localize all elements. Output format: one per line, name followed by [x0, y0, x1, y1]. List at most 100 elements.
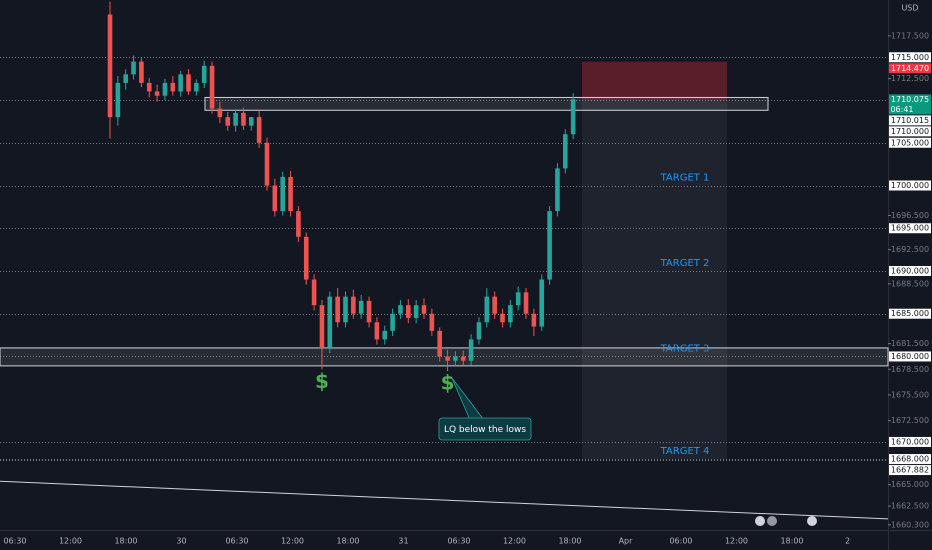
price-label: 1670.000	[891, 437, 929, 446]
candle-body	[280, 176, 285, 212]
candle-body	[107, 14, 113, 118]
trendline	[0, 480, 889, 520]
y-tick-label: 1675.500	[891, 390, 929, 399]
price-label-box	[889, 454, 931, 465]
icon[interactable]	[755, 516, 765, 526]
icon[interactable]	[807, 516, 817, 526]
target-zone	[582, 99, 727, 460]
candle-body	[217, 108, 223, 118]
candle-body	[154, 91, 160, 96]
x-tick-label: 12:00	[503, 537, 526, 546]
candle-body	[547, 211, 552, 280]
candle-body	[508, 305, 513, 323]
countdown-label: 06:41	[890, 105, 913, 114]
candle-body	[539, 279, 545, 327]
y-tick-label: 1662.500	[891, 502, 929, 511]
price-label: 1715.000	[891, 53, 929, 62]
x-tick-label: 30	[176, 537, 186, 546]
candle-body	[264, 142, 270, 186]
candle-body	[209, 65, 215, 109]
x-tick-label: 18:00	[558, 537, 581, 546]
candle-body	[398, 305, 403, 314]
y-tick-label: 1665.000	[891, 480, 929, 489]
candle-body	[351, 296, 356, 314]
price-label: 1695.000	[891, 224, 929, 233]
candle-body	[303, 236, 309, 280]
x-tick-label: 18:00	[114, 537, 137, 546]
icon[interactable]	[767, 516, 777, 526]
candle-body	[194, 82, 199, 92]
candle-body	[170, 82, 176, 92]
candle-body	[374, 322, 380, 340]
candle-body	[484, 296, 490, 323]
x-tick-label: 12:00	[281, 537, 304, 546]
candle-body	[327, 296, 333, 348]
candle-body	[178, 74, 183, 92]
lows-marker: $	[315, 369, 329, 393]
candle-body	[256, 117, 262, 143]
candle-body	[382, 330, 388, 340]
candle-body	[311, 279, 317, 306]
price-label: 1714.470	[891, 64, 929, 73]
candle-body	[335, 296, 340, 323]
price-label: 1710.000	[891, 127, 929, 136]
candle-body	[413, 305, 419, 318]
candle-body	[115, 82, 121, 118]
price-label-box	[889, 137, 931, 148]
candle-body	[225, 117, 231, 126]
candle-body	[343, 296, 348, 323]
candle-body	[468, 339, 474, 361]
y-tick-label: 1688.500	[891, 279, 929, 288]
candle-body	[429, 313, 435, 331]
target-label: TARGET 3	[660, 343, 710, 354]
price-label-box	[889, 115, 931, 126]
candle-body	[186, 74, 191, 92]
price-label: 1705.000	[891, 138, 929, 147]
zone-box	[0, 347, 889, 367]
candle-body	[241, 112, 246, 126]
candle-body	[139, 61, 144, 83]
note-text: LQ below the lows	[444, 425, 526, 435]
candle-body	[476, 322, 482, 340]
y-tick-label: 1681.500	[891, 339, 929, 348]
candle-body	[162, 82, 168, 96]
price-label-box	[889, 63, 931, 74]
x-tick-label: Apr	[619, 537, 634, 546]
candle-body	[445, 356, 450, 361]
price-label: 1680.000	[891, 352, 929, 361]
x-tick-label: 2	[845, 537, 850, 546]
price-label: 1710.075	[891, 95, 929, 104]
candle-body	[390, 313, 395, 331]
y-tick-label: 1717.500	[891, 31, 929, 40]
y-tick-label: 1712.500	[891, 74, 929, 83]
candle-body	[366, 300, 372, 323]
x-tick-label: 18:00	[336, 537, 359, 546]
price-label: 1710.015	[891, 116, 929, 125]
currency-label: USD	[901, 4, 918, 13]
x-tick-label: 18:00	[780, 537, 803, 546]
price-label-box	[889, 465, 931, 476]
candle-body	[531, 313, 537, 327]
y-tick-label: 1696.500	[891, 211, 929, 220]
x-tick-label: 06:30	[3, 537, 26, 546]
y-tick-label: 1678.500	[891, 365, 929, 374]
price-label-box	[889, 265, 931, 276]
candle-body	[523, 292, 529, 314]
candle-body	[555, 168, 560, 212]
candle-body	[249, 117, 254, 126]
x-tick-label: 12:00	[59, 537, 82, 546]
price-label-box	[889, 308, 931, 319]
x-tick-label: 06:00	[669, 537, 692, 546]
x-tick-label: 06:30	[447, 537, 470, 546]
zone-box	[204, 96, 769, 111]
candle-body	[437, 330, 442, 357]
indicator-icons[interactable]	[755, 516, 817, 526]
x-tick-label: 12:00	[725, 537, 748, 546]
price-label: 1668.000	[891, 455, 929, 464]
candle-body	[233, 112, 238, 126]
price-label-box	[889, 52, 931, 63]
stop-zone	[582, 61, 727, 100]
candle-body	[288, 176, 293, 212]
note-callout: LQ below the lows	[438, 377, 532, 441]
